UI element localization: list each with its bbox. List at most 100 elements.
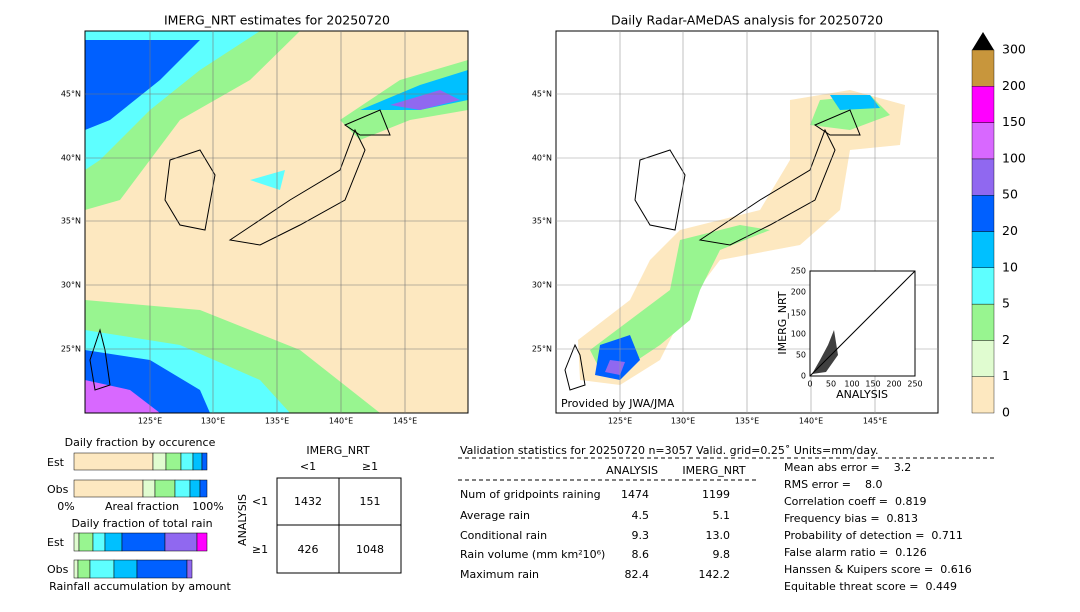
row-title: ANALYSIS: [236, 494, 249, 546]
cell: 1048: [356, 543, 384, 556]
lat-label: 35°N: [61, 217, 81, 226]
stat-value: 9.3: [632, 529, 650, 542]
x-tick-label: 150: [865, 380, 880, 389]
x-tick-label: 200: [886, 380, 901, 389]
row-label: Est: [47, 536, 65, 549]
lat-label: 40°N: [532, 154, 552, 163]
col-header: IMERG_NRT: [682, 464, 745, 477]
colorbar-label: 50: [1002, 187, 1018, 202]
lat-label: 25°N: [532, 345, 552, 354]
x-tick-label: 100: [844, 380, 859, 389]
colorbar-cell: [971, 194, 995, 232]
score: Probability of detection = 0.711: [784, 529, 963, 542]
score: RMS error = 8.0: [784, 478, 882, 491]
lon-label: 125°E: [138, 417, 162, 426]
colorbar-extend: [972, 32, 994, 50]
lon-label: 135°E: [735, 417, 759, 426]
y-tick-label: 100: [791, 330, 806, 339]
colorbar-label: 200: [1002, 78, 1026, 93]
lon-label: 140°E: [799, 417, 823, 426]
colorbar-cell: [971, 86, 995, 123]
x-tick-label: 0: [807, 380, 812, 389]
panel-title: Daily fraction by occurence: [65, 436, 216, 449]
colorbar-label: 2: [1002, 332, 1010, 347]
lon-label: 130°E: [201, 417, 225, 426]
score: False alarm ratio = 0.126: [784, 546, 927, 559]
y-tick-label: 50: [796, 351, 806, 360]
colorbar-label: 1: [1002, 368, 1010, 383]
cell: 1432: [294, 495, 322, 508]
stat-value: 82.4: [625, 568, 650, 581]
colorbar-cell: [971, 122, 995, 160]
x-tick-label: 250: [907, 380, 922, 389]
colorbar-cell: [971, 267, 995, 305]
col-header: ANALYSIS: [606, 464, 658, 477]
colorbar-cell: [971, 340, 995, 377]
lat-label: 40°N: [61, 154, 81, 163]
credit: Provided by JWA/JMA: [561, 397, 675, 410]
axis-label: Areal fraction: [105, 500, 179, 513]
contingency-grid: [276, 477, 402, 574]
colorbar-label: 10: [1002, 259, 1018, 274]
stat-value: 9.8: [713, 548, 731, 561]
col-title: IMERG_NRT: [306, 444, 369, 457]
lat-label: 30°N: [532, 281, 552, 290]
row-label: ≥1: [252, 543, 268, 556]
map-title: IMERG_NRT estimates for 20250720: [164, 13, 390, 28]
row-label: Obs: [47, 483, 69, 496]
colorbar-label: 0: [1002, 405, 1010, 420]
stat-value: 1474: [621, 488, 649, 501]
colorbar-cell: [971, 158, 995, 196]
lon-label: 140°E: [329, 417, 353, 426]
left-map-frame: [84, 30, 469, 414]
score: Correlation coeff = 0.819: [784, 495, 926, 508]
y-axis-label: IMERG_NRT: [776, 291, 789, 354]
lat-label: 30°N: [61, 281, 81, 290]
stats-header: Validation statistics for 20250720 n=305…: [460, 444, 879, 457]
colorbar-label: 300: [1002, 42, 1026, 57]
lat-label: 35°N: [532, 217, 552, 226]
stat-label: Average rain: [460, 509, 530, 522]
stat-value: 8.6: [632, 548, 650, 561]
stat-value: 4.5: [632, 509, 650, 522]
y-tick-label: 200: [791, 288, 806, 297]
left-map-field: [85, 31, 468, 413]
stat-label: Num of gridpoints raining: [460, 488, 601, 501]
col-label: <1: [300, 460, 316, 473]
left-map-grid: [85, 31, 468, 413]
stat-value: 1199: [702, 488, 730, 501]
colorbar-label: 20: [1002, 223, 1018, 238]
colorbar-cell: [971, 376, 995, 414]
lat-label: 45°N: [61, 90, 81, 99]
panel-footer: Rainfall accumulation by amount: [49, 580, 231, 593]
x-axis-label: ANALYSIS: [836, 388, 888, 401]
lat-label: 25°N: [61, 345, 81, 354]
lon-label: 125°E: [608, 417, 632, 426]
stat-label: Conditional rain: [460, 529, 547, 542]
colorbar-cell: [971, 231, 995, 268]
lon-label: 145°E: [393, 417, 417, 426]
lon-label: 145°E: [863, 417, 887, 426]
y-tick-label: 0: [801, 372, 806, 381]
lon-label: 130°E: [671, 417, 695, 426]
stat-value: 5.1: [713, 509, 731, 522]
axis-label: 0%: [57, 500, 74, 513]
lon-label: 135°E: [265, 417, 289, 426]
cell: 151: [360, 495, 381, 508]
panel-title: Daily fraction of total rain: [71, 517, 212, 530]
score: Mean abs error = 3.2: [784, 461, 911, 474]
score: Equitable threat score = 0.449: [784, 580, 957, 593]
axis-label: 100%: [192, 500, 223, 513]
colorbar-cell: [971, 303, 995, 341]
stat-value: 142.2: [699, 568, 731, 581]
stat-value: 13.0: [706, 529, 731, 542]
stat-label: Maximum rain: [460, 568, 539, 581]
row-label: <1: [252, 495, 268, 508]
row-label: Est: [47, 456, 65, 469]
map-title: Daily Radar-AMeDAS analysis for 20250720: [611, 13, 883, 28]
colorbar-label: 150: [1002, 114, 1026, 129]
col-label: ≥1: [362, 460, 378, 473]
score: Hanssen & Kuipers score = 0.616: [784, 563, 972, 576]
fraction-bars: [73, 452, 208, 579]
colorbar-cell: [971, 49, 995, 87]
